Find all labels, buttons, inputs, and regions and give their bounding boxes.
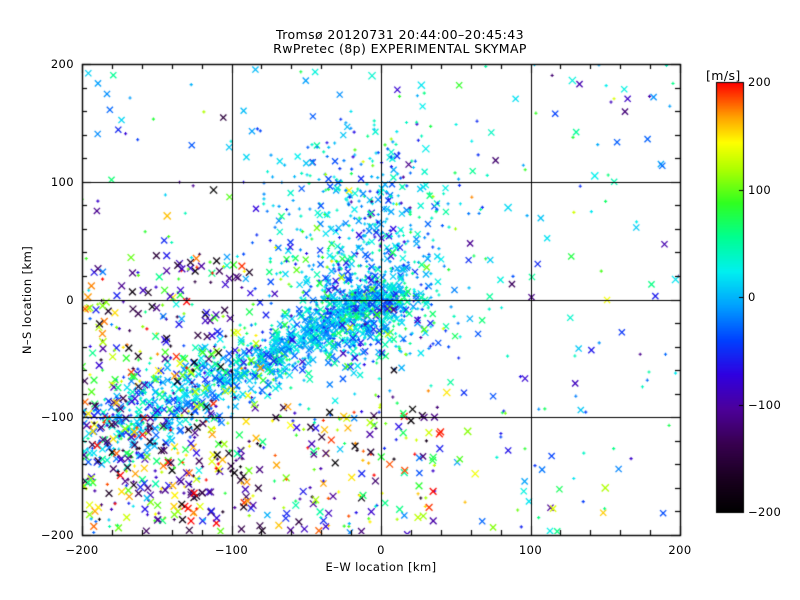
x-tick-label-3: 100 — [518, 543, 543, 557]
y-tick-label-4: 200 — [50, 57, 74, 71]
x-tick-label-4: 200 — [668, 543, 692, 557]
x-tick-label-2: 0 — [377, 543, 385, 557]
colorbar-tick-label-2: 0 — [748, 290, 756, 304]
plot-title-line-2: RwPretec (8p) EXPERIMENTAL SKYMAP — [273, 41, 527, 56]
x-tick-label-0: −200 — [65, 543, 99, 557]
x-tick-label-1: −100 — [214, 543, 249, 557]
y-tick-label-1: −100 — [40, 410, 74, 425]
y-tick-label-0: −200 — [40, 528, 74, 542]
colorbar-tick-label-1: 100 — [748, 182, 772, 197]
x-axis-label: E–W location [km] — [325, 560, 437, 574]
y-tick-label-3: 100 — [50, 174, 74, 189]
plot-title-line-1: Tromsø 20120731 20:44:00–20:45:43 — [276, 27, 524, 42]
colorbar-tick-label-0: 200 — [748, 75, 772, 89]
y-tick-label-2: 0 — [66, 292, 74, 307]
colorbar-tick-label-3: −100 — [748, 397, 782, 412]
colorbar-unit-label: [m/s] — [706, 68, 741, 83]
colorbar-tick-label-4: −200 — [748, 505, 782, 519]
